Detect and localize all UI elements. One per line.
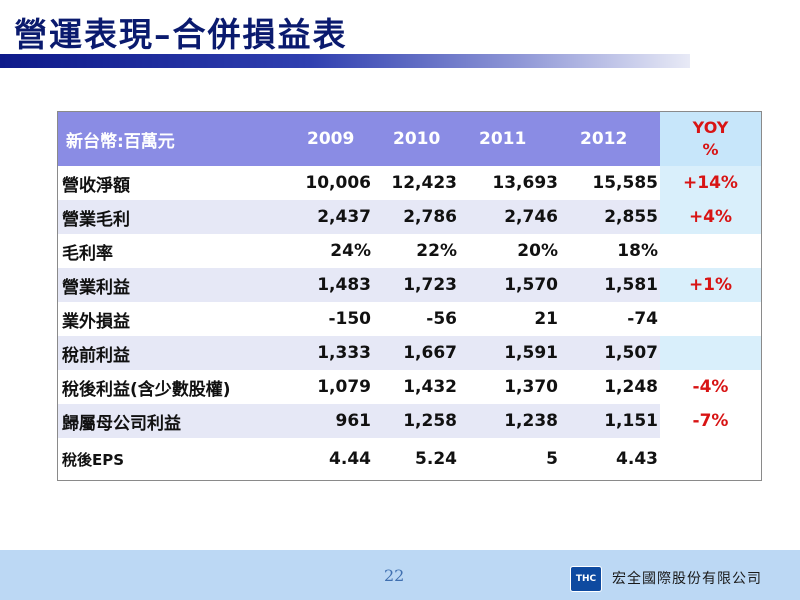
cell-value: 5.24 [373,438,459,480]
year-header: 2011 [459,112,560,166]
yoy-value: -4% [660,370,761,404]
row-label: 業外損益 [58,302,287,336]
cell-value: 1,258 [373,404,459,438]
cell-value: 22% [373,234,459,268]
footer-bar [0,550,800,600]
table-row: 稅後利益(含少數股權) 1,079 1,432 1,370 1,248 -4% [58,370,761,404]
row-label: 營業毛利 [58,200,287,234]
cell-value: 21 [459,302,560,336]
year-header: 2010 [373,112,459,166]
company-name: 宏全國際股份有限公司 [612,571,762,587]
cell-value: 1,333 [287,336,373,370]
table-row: 稅前利益 1,333 1,667 1,591 1,507 [58,336,761,370]
year-header: 2009 [287,112,373,166]
yoy-header: YOY % [660,112,761,166]
page-number: 22 [384,566,405,585]
company-logo: THC [570,566,602,592]
row-label: 稅後EPS [58,438,287,480]
yoy-value [660,302,761,336]
year-header: 2012 [560,112,660,166]
table-row: 營收淨額 10,006 12,423 13,693 15,585 +14% [58,166,761,200]
cell-value: 4.44 [287,438,373,480]
row-label: 稅後利益(含少數股權) [58,370,287,404]
yoy-value [660,438,761,480]
cell-value: 24% [287,234,373,268]
cell-value: 1,151 [560,404,660,438]
cell-value: 1,483 [287,268,373,302]
cell-value: 1,581 [560,268,660,302]
income-statement-table: 新台幣:百萬元 2009 2010 2011 2012 YOY % 營收淨額 1… [57,111,762,481]
cell-value: 2,786 [373,200,459,234]
table-row: 業外損益 -150 -56 21 -74 [58,302,761,336]
cell-value: -74 [560,302,660,336]
row-label: 營業利益 [58,268,287,302]
table-row: 營業毛利 2,437 2,786 2,746 2,855 +4% [58,200,761,234]
slide-title: 營運表現–合併損益表 [14,15,348,54]
cell-value: 20% [459,234,560,268]
yoy-header-line2: % [702,140,719,159]
cell-value: 1,248 [560,370,660,404]
yoy-value [660,336,761,370]
cell-value: 2,855 [560,200,660,234]
unit-label: 新台幣:百萬元 [58,112,287,166]
cell-value: 15,585 [560,166,660,200]
row-label: 營收淨額 [58,166,287,200]
cell-value: 5 [459,438,560,480]
cell-value: 18% [560,234,660,268]
yoy-value: +4% [660,200,761,234]
cell-value: 1,432 [373,370,459,404]
table-row: 毛利率 24% 22% 20% 18% [58,234,761,268]
cell-value: 1,238 [459,404,560,438]
yoy-value: +14% [660,166,761,200]
yoy-value: +1% [660,268,761,302]
yoy-value: -7% [660,404,761,438]
cell-value: -150 [287,302,373,336]
table-row: 歸屬母公司利益 961 1,258 1,238 1,151 -7% [58,404,761,438]
cell-value: 12,423 [373,166,459,200]
cell-value: 13,693 [459,166,560,200]
cell-value: 1,591 [459,336,560,370]
cell-value: 1,507 [560,336,660,370]
cell-value: 1,370 [459,370,560,404]
row-label: 毛利率 [58,234,287,268]
table-row: 營業利益 1,483 1,723 1,570 1,581 +1% [58,268,761,302]
row-label: 稅前利益 [58,336,287,370]
cell-value: 1,570 [459,268,560,302]
cell-value: 4.43 [560,438,660,480]
cell-value: 2,437 [287,200,373,234]
table-row: 稅後EPS 4.44 5.24 5 4.43 [58,438,761,480]
cell-value: 961 [287,404,373,438]
cell-value: -56 [373,302,459,336]
cell-value: 1,667 [373,336,459,370]
cell-value: 1,079 [287,370,373,404]
title-underline-bar [0,54,690,68]
row-label: 歸屬母公司利益 [58,404,287,438]
yoy-header-line1: YOY [692,118,729,137]
cell-value: 1,723 [373,268,459,302]
table-header-row: 新台幣:百萬元 2009 2010 2011 2012 YOY % [58,112,761,166]
cell-value: 10,006 [287,166,373,200]
yoy-value [660,234,761,268]
cell-value: 2,746 [459,200,560,234]
